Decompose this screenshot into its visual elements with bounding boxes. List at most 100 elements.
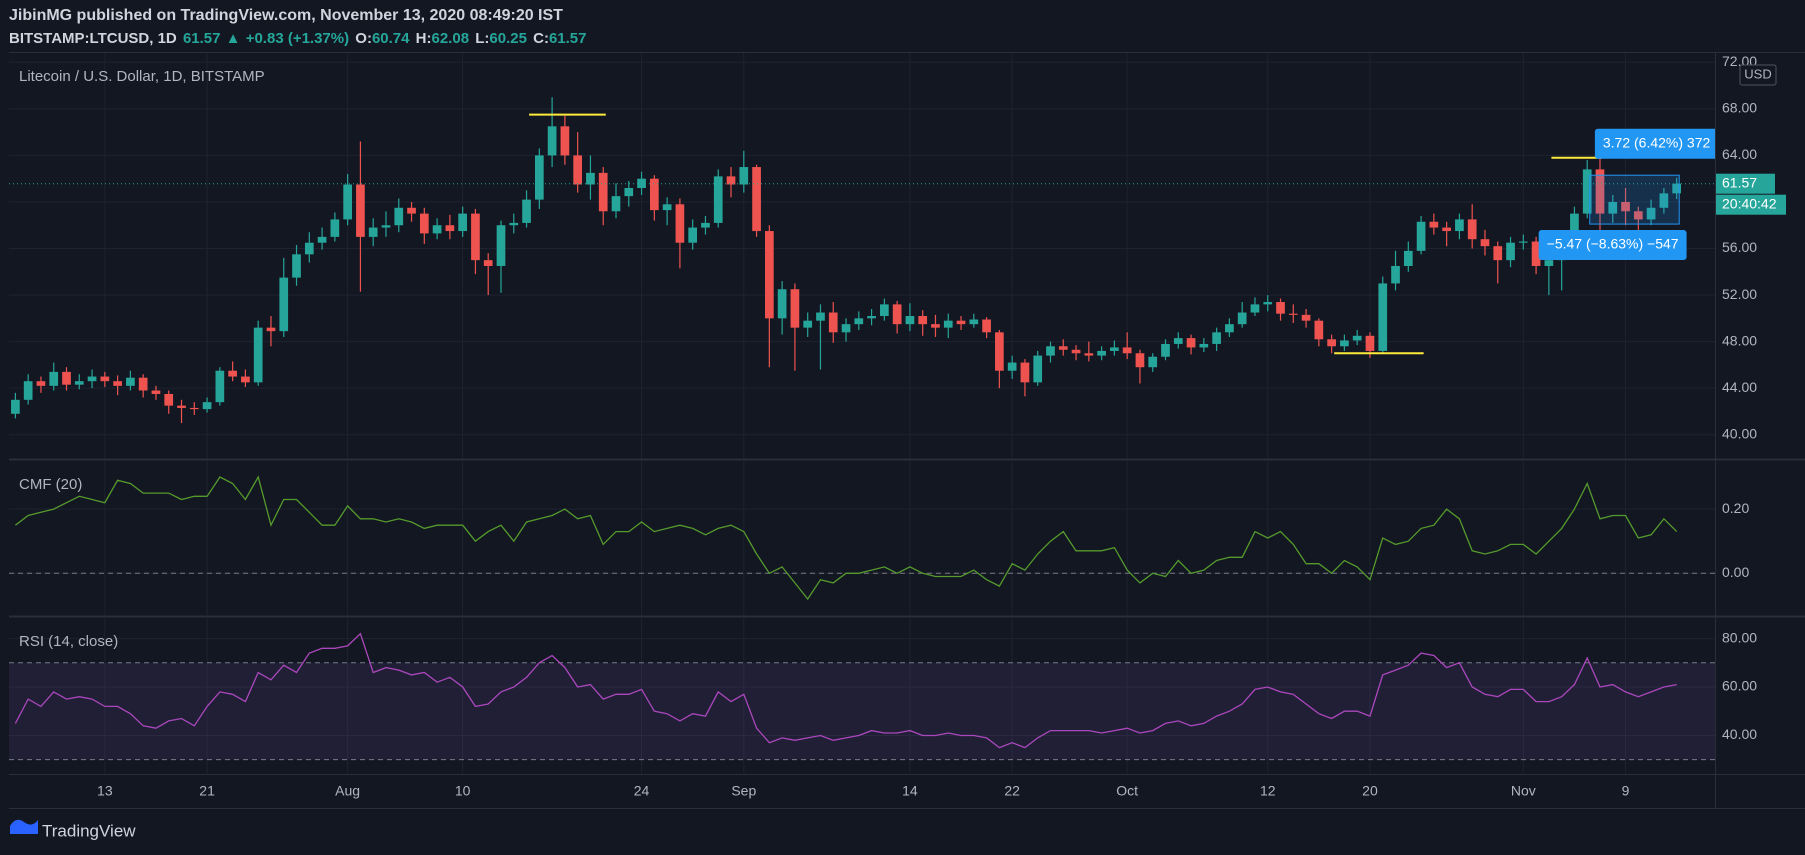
candle-body: [1467, 219, 1477, 240]
x-tick-label: 10: [455, 783, 471, 799]
candle-body: [23, 381, 33, 400]
candle-body: [253, 327, 263, 383]
candle-body: [573, 155, 583, 185]
candle-body: [624, 188, 634, 197]
candle-body: [1365, 335, 1375, 351]
change-arrow: ▲: [226, 30, 241, 47]
candle-body: [1097, 350, 1106, 356]
change: +0.83 (+1.37%): [246, 30, 349, 47]
candle-body: [1621, 201, 1630, 212]
candle-body: [189, 407, 199, 410]
candle-body: [304, 242, 314, 255]
candle-body: [1518, 241, 1528, 243]
candle-body: [1314, 320, 1324, 340]
x-tick-label: Aug: [335, 783, 360, 799]
x-tick-label: 21: [199, 783, 215, 799]
candle-body: [1033, 355, 1043, 383]
candle-body: [330, 219, 340, 237]
candle-body: [598, 172, 608, 212]
candle-body: [956, 320, 966, 325]
candle-body: [1212, 332, 1221, 344]
candle-body: [534, 155, 544, 200]
candle-body: [138, 377, 148, 391]
y-tick-label: 68.00: [1722, 100, 1757, 116]
candle-body: [368, 227, 378, 237]
candle-body: [918, 316, 928, 325]
quote-line: BITSTAMP:LTCUSD, 1D 61.57 ▲ +0.83 (+1.37…: [9, 30, 586, 47]
candle-body: [458, 213, 468, 232]
candle-body: [432, 225, 442, 234]
pane: [9, 461, 1715, 615]
candle-body: [560, 126, 570, 156]
candle-body: [828, 312, 838, 333]
candle-body: [841, 324, 851, 333]
candle-body: [1403, 250, 1413, 266]
x-tick-label: Oct: [1116, 783, 1138, 799]
candle-body: [1250, 304, 1260, 313]
candle-body: [739, 167, 749, 185]
candle-body: [100, 376, 110, 382]
candle-body: [36, 381, 46, 386]
candle-body: [1148, 356, 1158, 368]
candle-body: [177, 405, 186, 408]
currency: USD: [1744, 66, 1771, 81]
candle-body: [701, 222, 710, 228]
candle-body: [803, 320, 813, 328]
candle-body: [126, 377, 135, 386]
y-tick-label: 40.00: [1722, 425, 1757, 441]
x-tick-label: 24: [634, 783, 650, 799]
candle-body: [1301, 314, 1311, 321]
candle-body: [1582, 169, 1592, 214]
candle-body: [867, 316, 876, 319]
candle-body: [777, 289, 787, 319]
indicator-line: [14, 632, 1677, 749]
candle-body: [1455, 219, 1464, 232]
candle-body: [381, 225, 391, 228]
last-price-box: [1716, 173, 1775, 194]
x-tick-label: 9: [1622, 783, 1630, 799]
high-value: 62.08: [432, 30, 470, 47]
candle-body: [1633, 211, 1643, 220]
candle-body: [931, 324, 940, 328]
candle-body: [1186, 338, 1196, 348]
y-tick-label: 64.00: [1722, 146, 1757, 162]
candle-body: [445, 225, 455, 232]
candle-body: [407, 207, 416, 214]
candle-body: [292, 254, 301, 278]
candle-body: [816, 312, 825, 321]
y-tick-label: 48.00: [1722, 332, 1757, 348]
candle-body: [1007, 362, 1017, 371]
x-tick-label: Nov: [1511, 783, 1536, 799]
candle-body: [854, 318, 864, 325]
candle-body: [1416, 221, 1426, 251]
candle-body: [1327, 339, 1336, 347]
close-key: C:: [533, 30, 549, 47]
symbol: BITSTAMP:LTCUSD, 1D: [9, 30, 177, 47]
candle-body: [1378, 283, 1388, 351]
pane: 3.72 (6.42%) 372 −5.47 (−8.63%) −547: [9, 53, 1715, 458]
candle-body: [1672, 183, 1682, 194]
brand-logo: [10, 819, 38, 834]
measure-label: 3.72 (6.42%) 372: [1603, 134, 1711, 150]
pane-title: RSI (14, close): [19, 633, 118, 650]
candle-body: [1058, 346, 1068, 350]
candle-body: [266, 327, 276, 332]
y-tick-label: 0.00: [1722, 564, 1749, 580]
last-price-label: 61.57: [1722, 174, 1757, 190]
candle-body: [1110, 347, 1119, 351]
candle-body: [995, 332, 1004, 371]
candle-body: [1122, 347, 1132, 354]
candle-body: [113, 381, 122, 386]
candle-body: [394, 207, 404, 226]
candle-body: [662, 204, 672, 211]
candle-body: [1046, 346, 1055, 356]
candle-body: [1199, 343, 1209, 348]
low-key: L:: [475, 30, 489, 47]
candle-body: [547, 126, 557, 156]
open-key: O:: [355, 30, 372, 47]
candle-body: [241, 376, 250, 383]
candle-body: [151, 390, 161, 394]
candle-body: [752, 167, 761, 232]
candle-body: [1480, 239, 1490, 247]
